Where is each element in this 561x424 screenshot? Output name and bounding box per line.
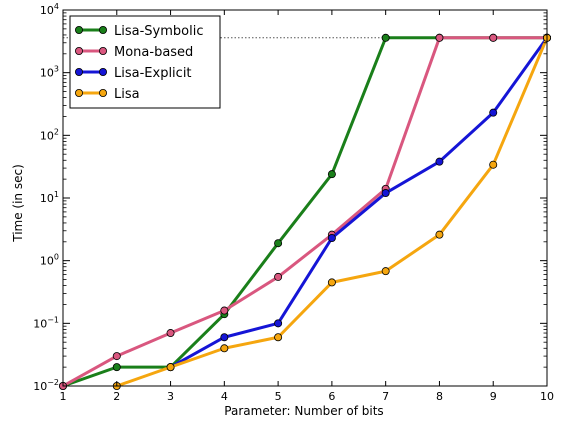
legend-marker [99, 47, 108, 56]
data-point-lisa-explicit [220, 333, 229, 342]
series-line-lisa-explicit [169, 36, 549, 369]
legend-label: Lisa [114, 87, 140, 102]
legend: Lisa-Symbolic Mona-based Lisa-Explicit Lisa [69, 15, 221, 109]
data-point-lisa-symbolic [112, 363, 121, 372]
x-tick-label: 3 [167, 390, 174, 403]
legend-marker [75, 25, 84, 34]
y-tick-label: 104 [40, 2, 59, 17]
y-tick-label: 101 [40, 190, 59, 205]
legend-marker [99, 68, 108, 77]
series-layer [59, 33, 552, 390]
data-point-lisa-explicit [435, 157, 444, 166]
data-point-mona-based [220, 306, 229, 315]
legend-label: Lisa-Explicit [114, 66, 192, 81]
legend-marker [99, 25, 108, 34]
data-point-mona-based [112, 352, 121, 361]
legend-entry-lisa: Lisa [75, 87, 140, 102]
x-tick-label: 6 [328, 390, 335, 403]
y-tick-label: 10−2 [33, 378, 59, 393]
data-point-lisa [489, 160, 498, 169]
x-tick-label: 4 [221, 390, 228, 403]
data-point-lisa-symbolic [274, 239, 283, 248]
ticks-layer [62, 9, 548, 387]
data-point-mona-based [489, 33, 498, 42]
legend-marker [75, 47, 84, 56]
y-axis-label: Time (in sec) [11, 164, 25, 243]
data-point-mona-based [274, 272, 283, 281]
data-point-lisa [220, 344, 229, 353]
legend-entry-lisa-symbolic: Lisa-Symbolic [75, 24, 203, 39]
x-tick-label: 9 [490, 390, 497, 403]
x-tick-label: 8 [436, 390, 443, 403]
y-tick-label: 10−1 [33, 315, 59, 330]
y-tick-label: 100 [40, 253, 59, 268]
series-lisa [112, 33, 552, 390]
x-tick-label: 2 [113, 390, 120, 403]
legend-marker [75, 89, 84, 98]
x-tick-label: 10 [540, 390, 554, 403]
data-point-lisa [274, 333, 283, 342]
data-point-lisa-explicit [274, 319, 283, 328]
data-point-lisa [435, 230, 444, 239]
data-point-lisa-explicit [381, 189, 390, 198]
data-point-lisa-symbolic [327, 170, 336, 179]
data-point-lisa-explicit [327, 233, 336, 242]
series-line-mona-based [62, 36, 547, 388]
x-axis-label: Parameter: Number of bits [224, 404, 383, 418]
legend-marker [75, 68, 84, 77]
legend-label: Lisa-Symbolic [114, 24, 203, 39]
data-point-lisa-symbolic [381, 33, 390, 42]
data-point-lisa-explicit [489, 108, 498, 117]
x-tick-label: 1 [60, 390, 67, 403]
data-point-mona-based [166, 329, 175, 338]
data-point-lisa [166, 363, 175, 372]
data-point-mona-based [435, 33, 444, 42]
x-tick-label: 7 [382, 390, 389, 403]
y-tick-label: 103 [40, 65, 59, 80]
y-tick-label: 102 [40, 127, 59, 142]
legend-label: Mona-based [114, 45, 193, 60]
data-point-lisa [327, 278, 336, 287]
legend-marker [99, 89, 108, 98]
tick-labels-layer: 1 2 3 4 5 6 7 8 9 10 10−2 10−1 100 101 102 103 104 [33, 2, 554, 403]
series-lisa-explicit [166, 33, 552, 372]
x-tick-label: 5 [275, 390, 282, 403]
data-point-lisa [381, 267, 390, 276]
legend-entry-mona-based: Mona-based [75, 45, 193, 60]
legend-entry-lisa-explicit: Lisa-Explicit [75, 66, 192, 81]
